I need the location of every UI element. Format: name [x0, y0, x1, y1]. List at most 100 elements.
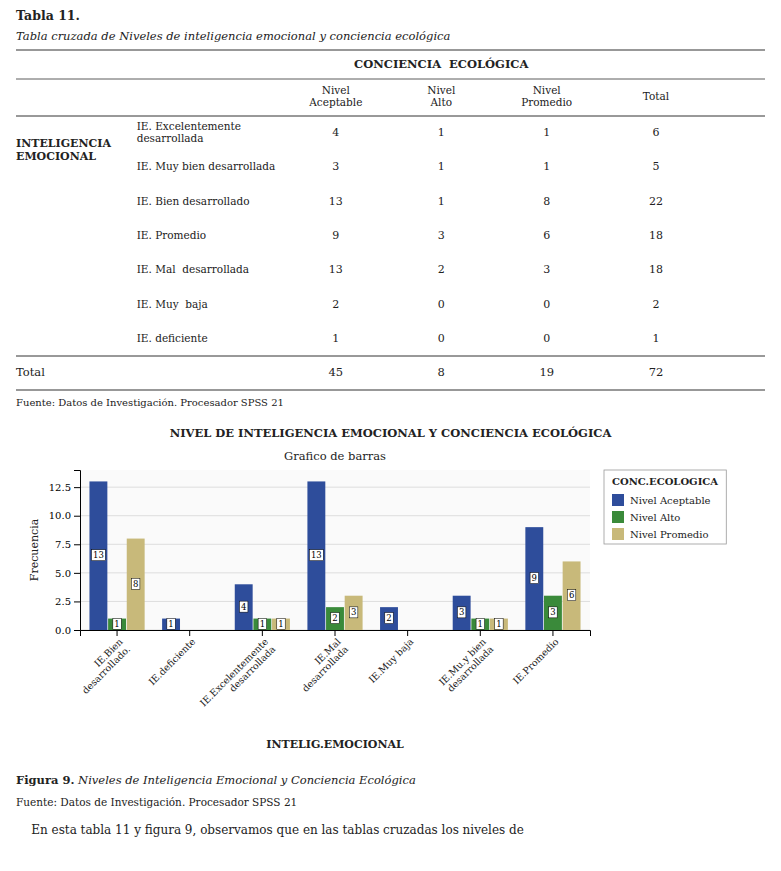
- data-label: 4: [241, 602, 246, 612]
- table-row-label: IE. deficiente: [137, 332, 208, 344]
- table-total-cell-line: 8: [438, 365, 445, 379]
- chart-subtitle-line: Grafico de barras: [284, 449, 386, 463]
- table-row-group-line: INTELIGENCIA: [16, 137, 111, 150]
- x-tick-label: IE.Promedio: [511, 636, 561, 686]
- table-rule: [16, 49, 765, 50]
- table-cell-line: 0: [438, 332, 445, 345]
- bar: [544, 596, 562, 630]
- legend-swatch: [612, 528, 624, 540]
- table-cell-line: 1: [332, 332, 339, 345]
- x-tick-mark: [335, 630, 336, 636]
- data-label: 3: [550, 607, 555, 617]
- data-label: 1: [260, 619, 265, 629]
- bar: [199, 630, 217, 631]
- y-tick: 2.5: [55, 596, 80, 607]
- bar-series: [89, 481, 543, 630]
- table-subtitle: Tabla cruzada de Niveles de inteligencia…: [16, 29, 451, 43]
- data-label-box: [457, 607, 465, 618]
- table-cell: 1: [543, 126, 550, 139]
- figure-caption: Figura 9.: [16, 773, 74, 787]
- grid-line: [80, 487, 590, 488]
- table-source: Fuente: Datos de Investigación. Procesad…: [16, 397, 284, 408]
- table-cell: 0: [438, 298, 445, 311]
- data-label-box: [258, 618, 266, 629]
- table-cell: 2: [438, 263, 445, 276]
- data-label-box: [385, 613, 393, 624]
- table-total-label: Total: [16, 365, 45, 379]
- x-tick-label: IE.Biendesarrollado.: [72, 636, 132, 696]
- table-column-header-line: Alto: [430, 96, 452, 108]
- table-cell: 6: [653, 126, 660, 139]
- table-total-label-line: Total: [16, 365, 45, 379]
- x-axis: IE.Biendesarrollado. IE.deficienteIE.Exce…: [72, 630, 590, 716]
- table-total-cell-line: 19: [539, 365, 554, 379]
- figure-source-line: Fuente: Datos de Investigación. Procesad…: [16, 796, 297, 808]
- x-tick-label-line: IE.deficiente: [146, 636, 197, 687]
- table-rule: [16, 116, 765, 117]
- x-tick-label-line: desarrollada: [227, 643, 278, 694]
- captions: Figura 9. Niveles de Inteligencia Emocio…: [16, 773, 524, 837]
- data-label: 8: [133, 579, 138, 589]
- table-row-label: IE. Promedio: [137, 229, 206, 241]
- table-cell: 8: [543, 195, 550, 208]
- y-tick-mark: [74, 544, 80, 545]
- table-cell: 3: [438, 229, 445, 242]
- x-tick-label-line: desarrollada: [300, 643, 351, 694]
- table-cell: 1: [332, 332, 339, 345]
- x-tick-mark: [117, 630, 118, 636]
- y-tick-label: 7.5: [55, 539, 71, 550]
- table-cell-line: 3: [438, 229, 445, 242]
- x-tick: IE.Excelentementedesarrollada: [198, 630, 278, 716]
- bar: [471, 619, 489, 630]
- data-label-box: [91, 550, 105, 561]
- data-label-box: [239, 601, 247, 612]
- y-tick-label: 0.0: [55, 625, 71, 636]
- table-cell: 18: [649, 263, 663, 276]
- data-label: 6: [569, 590, 574, 600]
- legend-swatch: [612, 494, 624, 506]
- table-cell-line: 1: [543, 160, 550, 173]
- chart-subtitle: Grafico de barras: [284, 449, 386, 463]
- table-cell: 1: [653, 332, 660, 345]
- y-axis: 0.02.55.07.510.012.5: [49, 471, 81, 636]
- table-cell-line: 0: [543, 298, 550, 311]
- legend-frame: [604, 470, 726, 544]
- data-label: 1: [114, 619, 119, 629]
- data-labels: 1314132391121381316: [91, 550, 575, 630]
- bar: [525, 527, 543, 630]
- bar: [563, 561, 581, 630]
- table-cell-line: 13: [329, 263, 343, 276]
- table-total-cell: 19: [539, 365, 554, 379]
- data-label-group: 13: [91, 550, 105, 561]
- y-axis-title: Frecuencia: [28, 518, 41, 581]
- legend-title-line: CONC.ECOLOGICA: [612, 476, 718, 487]
- data-label: 2: [332, 613, 337, 623]
- data-label-box: [113, 618, 121, 629]
- table-column-header-line: Nivel: [533, 84, 562, 96]
- table-row-label-line: IE. Bien desarrollado: [137, 195, 250, 207]
- data-label: 2: [386, 613, 391, 623]
- data-label: 1: [496, 619, 501, 629]
- table-column-header-line: Nivel: [427, 84, 456, 96]
- data-label-group: 1: [277, 618, 285, 629]
- grid-line: [80, 601, 590, 602]
- x-tick-label: IE.Mu.y biendesarrollada: [437, 636, 496, 695]
- grid-line: [80, 572, 590, 573]
- table: Tabla 11.Tabla cruzada de Niveles de int…: [16, 8, 765, 408]
- table-column-header: NivelPromedio: [521, 84, 572, 108]
- table-cell-line: 0: [543, 332, 550, 345]
- table-cell: 1: [438, 195, 445, 208]
- legend-entry-line: Nivel Alto: [630, 512, 680, 523]
- table-cell: 13: [329, 263, 343, 276]
- x-tick-mark: [189, 630, 190, 636]
- x-tick-mark: [262, 630, 263, 636]
- bar: [417, 630, 435, 631]
- chart-title: NIVEL DE INTELIGENCIA EMOCIONAL Y CONCIE…: [170, 426, 613, 440]
- data-label-box: [309, 550, 323, 561]
- table-cell-line: 1: [543, 126, 550, 139]
- table-column-header-line: Aceptable: [308, 96, 362, 108]
- table-cell: 5: [653, 160, 660, 173]
- table-cell: 13: [329, 195, 343, 208]
- table-column-header: NivelAceptable: [308, 84, 362, 108]
- x-tick-label-line: IE.Excelentemente: [198, 636, 271, 709]
